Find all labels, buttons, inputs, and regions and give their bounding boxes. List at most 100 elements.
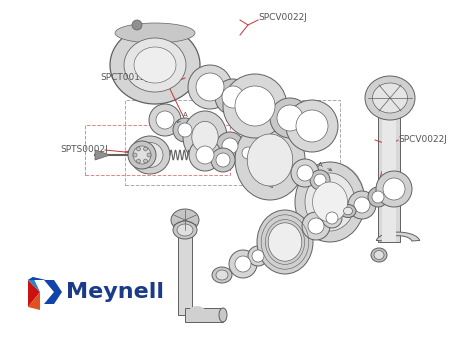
Ellipse shape	[383, 178, 405, 200]
Polygon shape	[28, 292, 40, 310]
Ellipse shape	[286, 100, 338, 152]
Ellipse shape	[229, 250, 257, 278]
Bar	[382, 112, 396, 242]
Ellipse shape	[257, 210, 313, 274]
Ellipse shape	[365, 76, 415, 120]
Text: A: A	[213, 90, 222, 100]
Polygon shape	[95, 150, 110, 160]
Ellipse shape	[215, 79, 251, 115]
Bar	[378, 112, 400, 242]
Ellipse shape	[222, 138, 238, 154]
Circle shape	[132, 20, 142, 30]
Ellipse shape	[137, 142, 163, 168]
Ellipse shape	[374, 251, 384, 259]
Circle shape	[144, 159, 147, 163]
Polygon shape	[28, 280, 40, 307]
Polygon shape	[44, 280, 62, 304]
Ellipse shape	[149, 104, 181, 136]
Ellipse shape	[371, 248, 387, 262]
Ellipse shape	[314, 174, 326, 186]
Ellipse shape	[235, 256, 251, 272]
Ellipse shape	[216, 270, 228, 280]
Circle shape	[137, 159, 140, 163]
Text: SPTS0002J: SPTS0002J	[60, 146, 108, 154]
Ellipse shape	[277, 105, 303, 131]
Ellipse shape	[211, 148, 235, 172]
Ellipse shape	[372, 83, 407, 113]
Ellipse shape	[178, 123, 192, 137]
Ellipse shape	[270, 98, 310, 138]
Circle shape	[133, 153, 137, 157]
Text: SPCV0022J: SPCV0022J	[258, 14, 307, 22]
Ellipse shape	[344, 207, 352, 215]
Ellipse shape	[188, 306, 206, 320]
Ellipse shape	[354, 197, 370, 213]
Bar	[178, 232, 192, 315]
Ellipse shape	[310, 170, 330, 190]
Ellipse shape	[133, 146, 151, 164]
Ellipse shape	[235, 120, 305, 200]
Ellipse shape	[248, 246, 268, 266]
Polygon shape	[28, 277, 46, 280]
Ellipse shape	[216, 132, 244, 160]
Circle shape	[144, 147, 147, 151]
Ellipse shape	[348, 191, 376, 219]
Ellipse shape	[305, 163, 365, 235]
Text: Meynell: Meynell	[66, 282, 164, 302]
Ellipse shape	[268, 223, 302, 261]
Ellipse shape	[196, 73, 224, 101]
Ellipse shape	[188, 65, 232, 109]
Ellipse shape	[308, 218, 324, 234]
Text: SPCT0012J: SPCT0012J	[100, 74, 148, 83]
Ellipse shape	[212, 267, 232, 283]
Ellipse shape	[189, 139, 221, 171]
Ellipse shape	[291, 159, 319, 187]
Ellipse shape	[376, 171, 412, 207]
Text: A: A	[263, 177, 272, 188]
Ellipse shape	[156, 111, 174, 129]
Ellipse shape	[297, 165, 313, 181]
Ellipse shape	[372, 191, 384, 203]
Ellipse shape	[302, 212, 330, 240]
Ellipse shape	[177, 224, 193, 236]
Text: A: A	[178, 112, 187, 122]
Text: A: A	[198, 139, 207, 148]
Ellipse shape	[134, 47, 176, 83]
Polygon shape	[376, 232, 420, 241]
Ellipse shape	[171, 209, 199, 231]
Bar	[125, 100, 340, 185]
Ellipse shape	[173, 221, 197, 239]
Ellipse shape	[238, 143, 258, 163]
Ellipse shape	[242, 147, 254, 159]
Ellipse shape	[216, 153, 230, 167]
Ellipse shape	[115, 23, 195, 43]
Bar	[185, 308, 223, 322]
Ellipse shape	[295, 162, 365, 242]
Ellipse shape	[183, 111, 227, 163]
Ellipse shape	[222, 86, 244, 108]
Bar	[85, 125, 230, 175]
Text: SPCV0022J: SPCV0022J	[398, 135, 447, 145]
Ellipse shape	[368, 187, 388, 207]
Ellipse shape	[247, 134, 293, 186]
Text: A: A	[318, 162, 332, 170]
Ellipse shape	[312, 182, 347, 222]
Ellipse shape	[296, 110, 328, 142]
Ellipse shape	[130, 136, 170, 174]
Ellipse shape	[192, 121, 218, 153]
Ellipse shape	[124, 38, 186, 92]
Ellipse shape	[326, 212, 338, 224]
Ellipse shape	[252, 250, 264, 262]
Circle shape	[137, 147, 140, 151]
Ellipse shape	[110, 26, 200, 104]
Ellipse shape	[173, 118, 197, 142]
Ellipse shape	[322, 208, 342, 228]
Ellipse shape	[196, 146, 214, 164]
Ellipse shape	[235, 86, 275, 126]
Ellipse shape	[305, 173, 355, 231]
Polygon shape	[28, 277, 40, 292]
Ellipse shape	[340, 204, 356, 217]
Ellipse shape	[223, 74, 287, 138]
Ellipse shape	[128, 141, 156, 169]
Circle shape	[147, 153, 151, 157]
